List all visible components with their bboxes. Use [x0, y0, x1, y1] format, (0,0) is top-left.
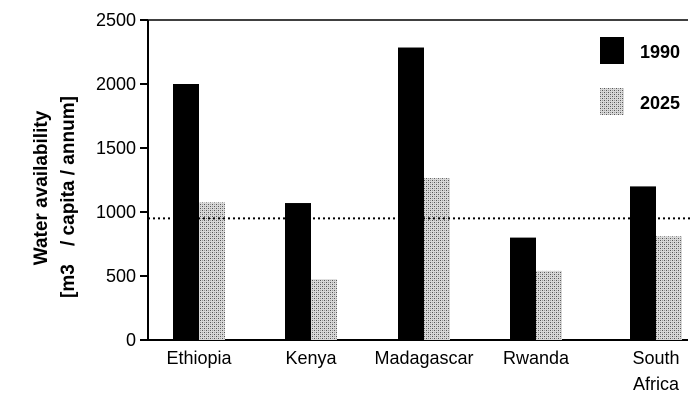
category-label: South: [632, 348, 679, 368]
bar-2025-south-africa: [656, 236, 682, 340]
y-tick-label: 1000: [96, 202, 136, 222]
category-labels: Ethiopia Kenya Madagascar Rwanda South Africa: [166, 348, 680, 394]
bar-1990-ethiopia: [173, 84, 199, 340]
bar-2025-kenya: [311, 279, 337, 340]
y-axis-label-line1: Water availability: [31, 110, 52, 265]
y-axis-label-line2a: [m3: [58, 264, 79, 298]
category-label: Africa: [633, 374, 680, 394]
y-axis-label-line2b: / capita / annum]: [58, 96, 79, 246]
y-tick-label: 500: [106, 266, 136, 286]
bar-1990-south-africa: [630, 186, 656, 340]
legend-swatch-2025: [600, 88, 624, 115]
bar-1990-kenya: [285, 203, 311, 340]
legend: 1990 2025: [600, 37, 680, 115]
bar-2025-ethiopia: [199, 202, 225, 340]
legend-swatch-1990: [600, 37, 624, 64]
y-tick-label: 0: [126, 330, 136, 350]
category-label: Kenya: [285, 348, 337, 368]
y-ticks: 0 500 1000 1500 2000 2500: [96, 10, 148, 350]
bar-1990-rwanda: [510, 237, 536, 340]
bar-2025-rwanda: [536, 270, 562, 340]
legend-label-1990: 1990: [640, 42, 680, 62]
y-tick-label: 2000: [96, 74, 136, 94]
category-label: Madagascar: [374, 348, 473, 368]
bar-2025-madagascar: [424, 178, 450, 340]
bars: [173, 47, 682, 341]
y-tick-label: 1500: [96, 138, 136, 158]
bar-1990-madagascar: [398, 47, 424, 341]
category-label: Rwanda: [503, 348, 570, 368]
y-tick-label: 2500: [96, 10, 136, 30]
category-label: Ethiopia: [166, 348, 232, 368]
legend-label-2025: 2025: [640, 93, 680, 113]
